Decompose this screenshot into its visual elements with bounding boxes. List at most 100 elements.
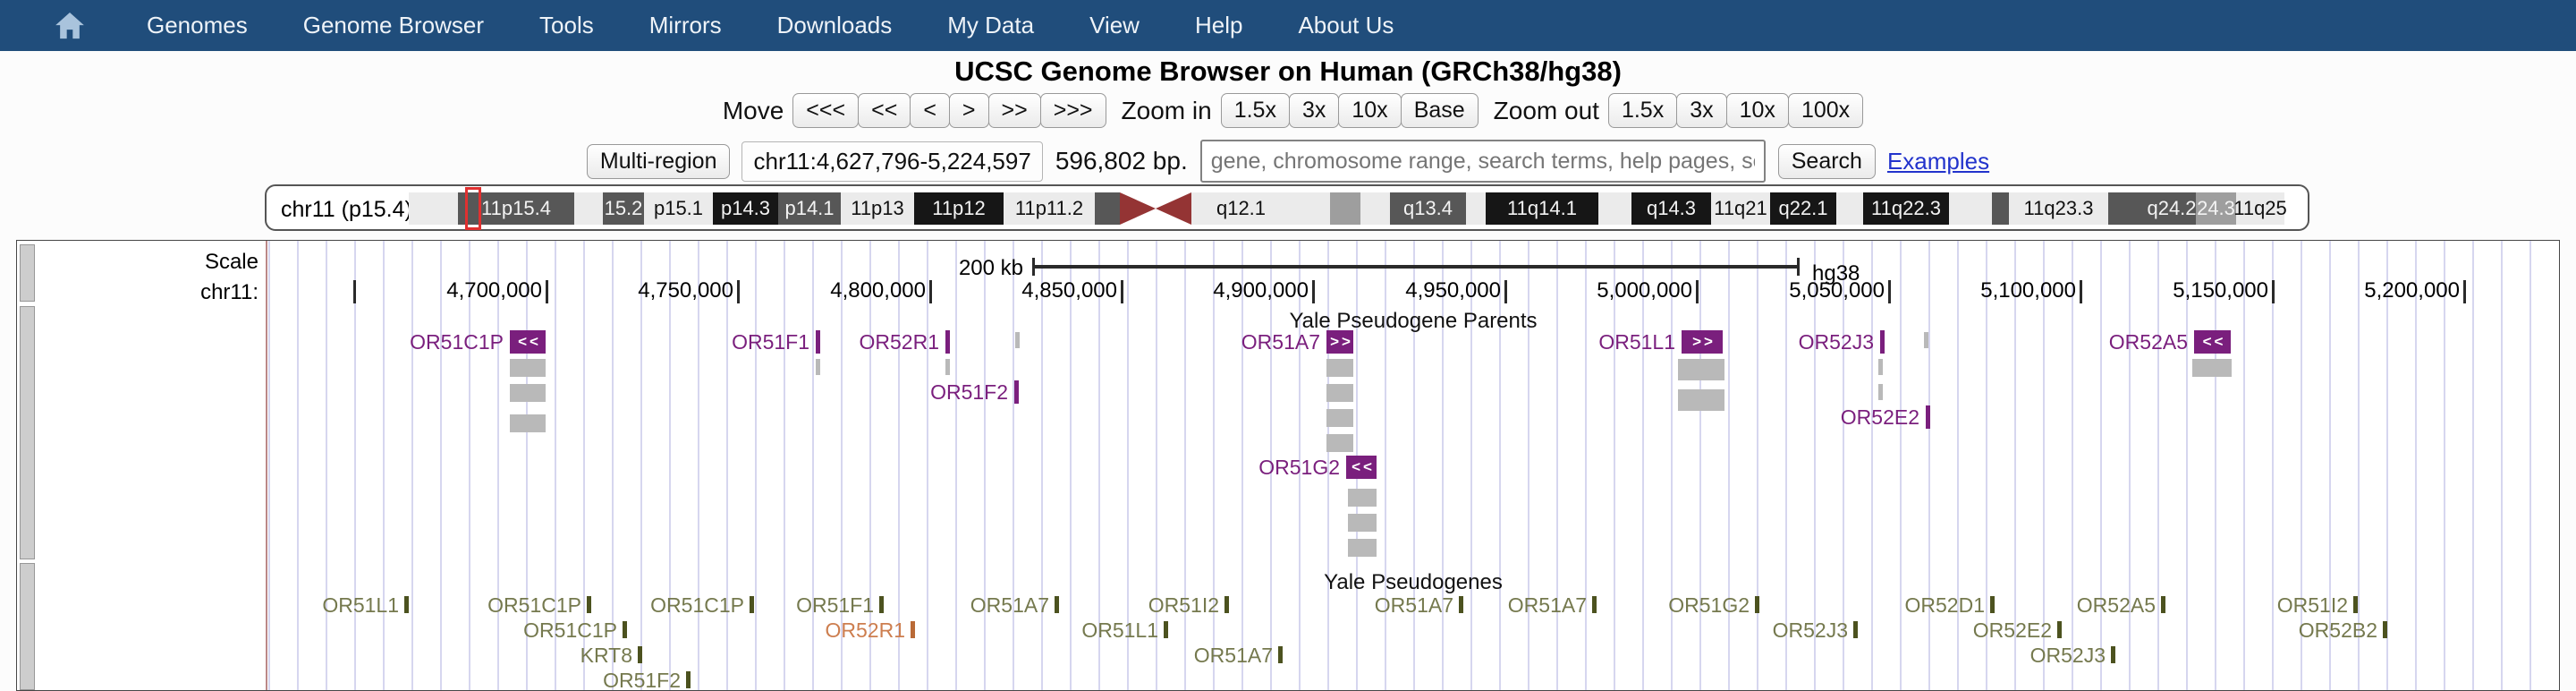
pseudogene-or51f2[interactable]: OR51F2 (603, 669, 691, 691)
zoom-out-button-100x[interactable]: 100x (1787, 93, 1864, 128)
pseudogene-label: OR51I2 (1148, 593, 1219, 617)
zoom-out-button-1-5x[interactable]: 1.5x (1607, 93, 1678, 128)
examples-link[interactable]: Examples (1886, 147, 1990, 175)
pseudogene-or51a7[interactable]: OR51A7 (1508, 593, 1597, 617)
pseudogene-krt8[interactable]: KRT8 (580, 644, 642, 667)
pseudogene-tick (404, 596, 409, 613)
gene-or52j3[interactable]: OR52J3 (1799, 330, 1885, 354)
gene-exon-gray[interactable] (1348, 514, 1377, 532)
move-button-[interactable]: >>> (1039, 93, 1106, 128)
pseudogene-or52d1[interactable]: OR52D1 (1905, 593, 1995, 617)
pseudogene-or51a7[interactable]: OR51A7 (970, 593, 1059, 617)
nav-item-view[interactable]: View (1089, 12, 1140, 38)
nav-item-tools[interactable]: Tools (539, 12, 594, 38)
band-13 (1291, 192, 1330, 225)
search-input[interactable] (1199, 140, 1766, 183)
pseudogenes-track-handle[interactable] (20, 563, 35, 690)
nav-item-about-us[interactable]: About Us (1298, 12, 1394, 38)
gene-or51f1[interactable]: OR51F1 (732, 330, 820, 354)
gene-exon-gray[interactable] (1015, 332, 1020, 348)
ruler-track-handle[interactable] (20, 244, 35, 302)
band-q14-3: q14.3 (1631, 192, 1711, 225)
gene-exon-gray[interactable] (945, 359, 950, 375)
pseudogene-or52j3[interactable]: OR52J3 (2030, 644, 2115, 667)
gene-or52e2[interactable]: OR52E2 (1841, 405, 1930, 429)
gene-exon-gray[interactable] (2192, 359, 2232, 377)
parents-track-handle[interactable] (20, 306, 35, 559)
gene-exon-gray[interactable] (510, 359, 546, 377)
zoom-in-button-10x[interactable]: 10x (1338, 93, 1402, 128)
gene-exon-gray[interactable] (510, 414, 546, 432)
nav-item-genomes[interactable]: Genomes (147, 12, 248, 38)
band-11q22-3: 11q22.3 (1863, 192, 1949, 225)
nav-item-help[interactable]: Help (1194, 12, 1243, 38)
band-26 (1992, 192, 2009, 225)
gene-exon-gray[interactable] (1348, 489, 1377, 507)
gene-exon-gray[interactable] (510, 384, 546, 402)
pseudogene-tick (623, 621, 627, 638)
nav-item-downloads[interactable]: Downloads (776, 12, 893, 38)
band-11p11-2: 11p11.2 (1004, 192, 1095, 225)
move-button-[interactable]: >> (987, 93, 1041, 128)
pseudogene-or51c1p[interactable]: OR51C1P (487, 593, 591, 617)
pseudogene-or52j3[interactable]: OR52J3 (1773, 618, 1858, 642)
pseudogene-or52a5[interactable]: OR52A5 (2077, 593, 2165, 617)
gene-exon-gray[interactable] (1924, 332, 1928, 348)
nav-item-my-data[interactable]: My Data (947, 12, 1035, 38)
gene-or51f2[interactable]: OR51F2 (930, 380, 1019, 404)
pseudogene-or52r1[interactable]: OR52R1 (826, 618, 915, 642)
pseudogene-or51a7[interactable]: OR51A7 (1194, 644, 1283, 667)
move-button-[interactable]: << (858, 93, 911, 128)
tracks-image: Scale chr11: 200 kb hg38 4,700,000 4,750,… (16, 240, 2560, 691)
gene-or51g2[interactable]: << OR51G2 (1258, 456, 1377, 479)
move-button-[interactable]: < (910, 93, 950, 128)
move-button-[interactable]: > (948, 93, 989, 128)
gene-exon-gray[interactable] (1678, 359, 1724, 380)
gene-or51c1p[interactable]: << OR51C1P (410, 330, 546, 354)
pseudogene-or52e2[interactable]: OR52E2 (1973, 618, 2062, 642)
ruler-tick-mark (353, 280, 356, 303)
pseudogene-or51c1p[interactable]: OR51C1P (650, 593, 754, 617)
gene-exon-gray[interactable] (1878, 359, 1883, 375)
move-button-[interactable]: <<< (792, 93, 860, 128)
pseudogene-or51f1[interactable]: OR51F1 (796, 593, 884, 617)
gene-exon-gray[interactable] (1326, 434, 1353, 452)
pseudogene-or51i2[interactable]: OR51I2 (2277, 593, 2358, 617)
chromosome-ideogram[interactable]: chr11 (p15.4) 11p15.4 15.2 p15.1 p14.3 p14.1… (265, 184, 2309, 231)
pseudogene-tick (1055, 596, 1059, 613)
zoom-in-button-3x[interactable]: 3x (1288, 93, 1340, 128)
gene-exon-gray[interactable] (1326, 359, 1353, 377)
pseudogene-or51i2[interactable]: OR51I2 (1148, 593, 1229, 617)
zoom-out-button-3x[interactable]: 3x (1676, 93, 1727, 128)
zoom-out-button-10x[interactable]: 10x (1725, 93, 1789, 128)
gene-exon-gray[interactable] (816, 359, 820, 375)
pseudogene-tick (638, 646, 642, 663)
gene-exon-gray[interactable] (1878, 384, 1883, 400)
pseudogene-or51c1p[interactable]: OR51C1P (523, 618, 627, 642)
pseudogene-or51a7[interactable]: OR51A7 (1375, 593, 1463, 617)
gene-exon-gray[interactable] (1678, 389, 1724, 411)
position-box[interactable]: chr11:4,627,796-5,224,597 (741, 141, 1043, 182)
pseudogene-label: OR51C1P (487, 593, 581, 617)
gene-or52a5[interactable]: << OR52A5 (2109, 330, 2231, 354)
ruler-tick-label: 4,700,000 (446, 278, 542, 303)
gene-exon-gray[interactable] (1348, 539, 1377, 557)
zoom-in-button-1-5x[interactable]: 1.5x (1220, 93, 1290, 128)
gene-or51l1[interactable]: >> OR51L1 (1598, 330, 1723, 354)
nav-item-genome-browser[interactable]: Genome Browser (302, 12, 485, 38)
gene-exon-gray[interactable] (1326, 384, 1353, 402)
gene-or51a7[interactable]: >> OR51A7 (1241, 330, 1353, 354)
band-10 (1095, 192, 1120, 225)
gene-or52r1[interactable]: OR52R1 (860, 330, 950, 354)
gene-exon-gray[interactable] (1326, 409, 1353, 427)
pseudogene-label: OR52J3 (1772, 618, 1848, 642)
multi-region-button[interactable]: Multi-region (586, 143, 731, 179)
search-button[interactable]: Search (1777, 143, 1876, 179)
pseudogene-or51g2[interactable]: OR51G2 (1668, 593, 1759, 617)
nav-item-mirrors[interactable]: Mirrors (648, 12, 722, 38)
pseudogene-or51l1[interactable]: OR51L1 (322, 593, 409, 617)
zoom-in-button-base[interactable]: Base (1400, 93, 1479, 128)
home-icon[interactable] (52, 8, 88, 44)
pseudogene-or52b2[interactable]: OR52B2 (2299, 618, 2387, 642)
pseudogene-or51l1[interactable]: OR51L1 (1081, 618, 1168, 642)
